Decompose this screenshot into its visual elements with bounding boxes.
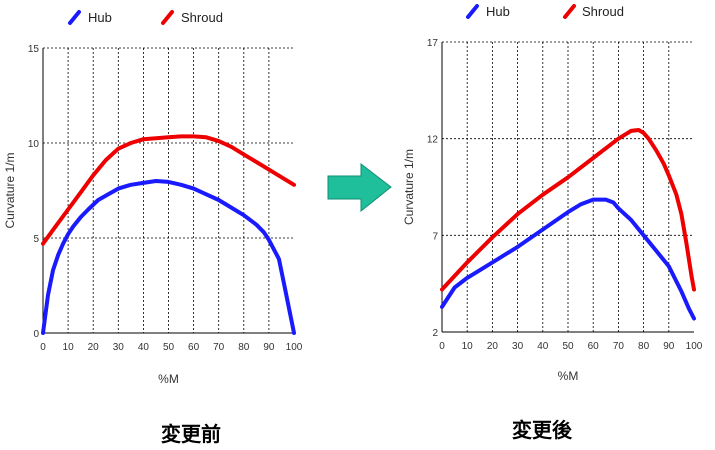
y-axis-label: Curvature 1/m [402, 149, 416, 225]
x-tick-label: 70 [613, 341, 625, 352]
x-tick-label: 50 [562, 341, 574, 352]
right-arrow-icon [327, 162, 392, 213]
after-chart: 0 10 20 30 40 50 60 70 80 90 100 2 7 12 17 Curvature 1/… [402, 4, 703, 442]
legend-swatch-hub [68, 10, 81, 25]
x-tick-label: 80 [238, 342, 250, 353]
x-tick-label: 80 [638, 341, 650, 352]
before-chart: 0 10 20 30 40 50 60 70 80 90 100 0 5 10 15 Curvature 1/… [3, 10, 303, 446]
y-tick-label: 0 [33, 329, 39, 340]
chart-caption: 変更前 [161, 422, 221, 446]
x-tick-label: 30 [512, 341, 524, 352]
y-tick-label: 2 [432, 328, 438, 339]
x-tick-label: 0 [439, 341, 445, 352]
x-tick-label: 10 [462, 341, 474, 352]
series-line-hub [41, 179, 296, 335]
x-tick-label: 90 [663, 341, 675, 352]
x-tick-label: 40 [138, 342, 150, 353]
y-tick-label: 7 [432, 231, 438, 242]
y-tick-label: 12 [427, 135, 439, 146]
x-tick-label: 20 [88, 342, 100, 353]
x-axis-label: %M [158, 372, 179, 386]
x-tick-label: 40 [537, 341, 549, 352]
series-line-shroud [41, 134, 296, 246]
legend-swatch-shroud [563, 4, 576, 19]
x-tick-label: 20 [487, 341, 499, 352]
x-tick-label: 100 [286, 342, 303, 353]
x-tick-label: 30 [113, 342, 125, 353]
series-line-hub [440, 197, 696, 321]
chart-caption: 変更後 [512, 418, 573, 442]
y-tick-label: 5 [33, 234, 39, 245]
x-tick-label: 60 [588, 341, 600, 352]
x-tick-label: 60 [188, 342, 200, 353]
legend-swatch-shroud [161, 10, 174, 25]
x-tick-label: 90 [263, 342, 275, 353]
x-tick-label: 50 [163, 342, 175, 353]
legend-label-shroud: Shroud [582, 4, 624, 19]
x-tick-label: 70 [213, 342, 225, 353]
x-tick-label: 100 [686, 341, 703, 352]
legend-swatch-hub [466, 4, 479, 19]
y-axis-label: Curvature 1/m [3, 152, 17, 228]
y-tick-label: 15 [28, 44, 40, 55]
x-tick-label: 10 [63, 342, 75, 353]
legend-label-hub: Hub [88, 10, 112, 25]
x-axis-label: %M [558, 369, 579, 383]
x-tick-label: 0 [40, 342, 46, 353]
y-tick-label: 10 [28, 139, 40, 150]
y-tick-label: 17 [427, 38, 439, 49]
legend-label-shroud: Shroud [181, 10, 223, 25]
series-line-shroud [440, 128, 696, 292]
legend-label-hub: Hub [486, 4, 510, 19]
